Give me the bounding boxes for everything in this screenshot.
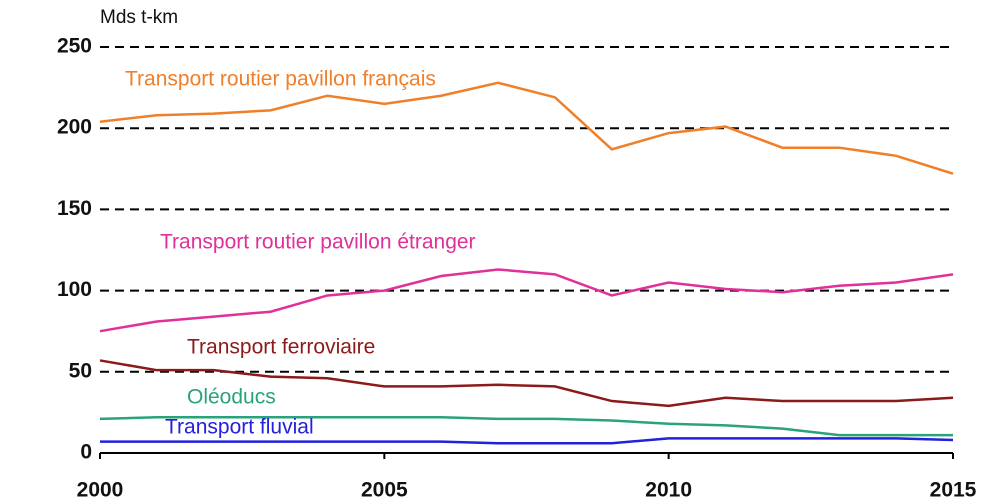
series-label: Transport fluvial [165, 416, 314, 439]
series-label: Transport routier pavillon étranger [160, 231, 476, 254]
series-line [100, 437, 954, 445]
y-tick-label: 150 [57, 197, 92, 220]
x-tick-label: 2005 [361, 479, 408, 502]
x-tick-label: 2010 [645, 479, 692, 502]
series-line [99, 81, 954, 175]
series-label: Transport ferroviaire [187, 336, 375, 359]
series-line [99, 268, 954, 333]
y-tick-label: 0 [80, 441, 92, 464]
y-tick-label: 100 [57, 278, 92, 301]
series-line [99, 416, 953, 437]
series-line [99, 359, 954, 408]
series-label: Transport routier pavillon français [125, 68, 436, 91]
x-tick-label: 2015 [930, 479, 977, 502]
series-label: Oléoducs [187, 386, 276, 409]
y-tick-label: 250 [57, 35, 92, 58]
y-axis-label: Mds t-km [100, 7, 178, 28]
y-tick-label: 200 [57, 116, 92, 139]
x-tick-label: 2000 [77, 479, 124, 502]
y-tick-label: 50 [69, 359, 92, 382]
